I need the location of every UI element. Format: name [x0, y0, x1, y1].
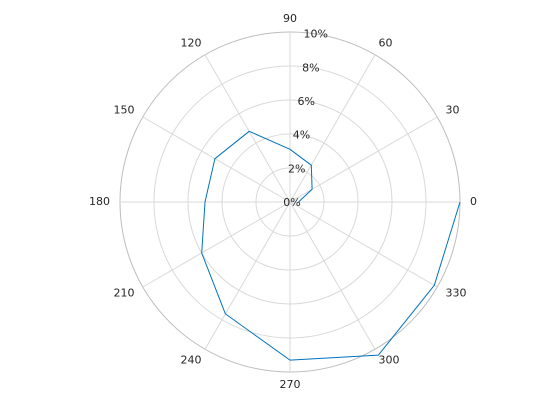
- theta-gridline-300: [289, 201, 376, 350]
- theta-tick-label: 300: [379, 354, 400, 367]
- series-line-0: [201, 130, 461, 361]
- theta-gridline-330: [289, 201, 438, 288]
- theta-tick-label: 120: [181, 37, 202, 50]
- theta-tick-label: 270: [280, 378, 301, 391]
- theta-tick-label: 180: [89, 195, 110, 208]
- theta-gridline-120: [204, 54, 291, 203]
- r-tick-label: 2%: [288, 162, 305, 175]
- theta-tick-label: 60: [379, 37, 393, 50]
- polar-grid: [119, 31, 461, 373]
- series-layer: [201, 130, 461, 361]
- theta-gridline-60: [289, 54, 376, 203]
- theta-tick-label: 150: [114, 104, 135, 117]
- r-tick-label: 10%: [303, 28, 327, 41]
- theta-tick-label: 240: [181, 354, 202, 367]
- theta-gridline-30: [289, 116, 438, 203]
- r-tick-label: 6%: [297, 95, 314, 108]
- theta-gridline-240: [204, 201, 291, 350]
- theta-tick-label: 330: [446, 287, 467, 300]
- r-tick-label: 0%: [283, 196, 300, 209]
- theta-gridline-210: [142, 201, 291, 288]
- r-tick-label: 8%: [302, 61, 319, 74]
- theta-tick-label: 210: [114, 287, 135, 300]
- theta-gridline-150: [142, 116, 291, 203]
- theta-tick-label: 90: [283, 12, 297, 25]
- tick-labels: 0 30 60 90 120 150 180 210 240 270 300 330 0% 2% 4% 6% 8…: [89, 12, 477, 391]
- theta-tick-label: 30: [446, 104, 460, 117]
- theta-tick-label: 0: [470, 195, 477, 208]
- r-tick-label: 4%: [293, 129, 310, 142]
